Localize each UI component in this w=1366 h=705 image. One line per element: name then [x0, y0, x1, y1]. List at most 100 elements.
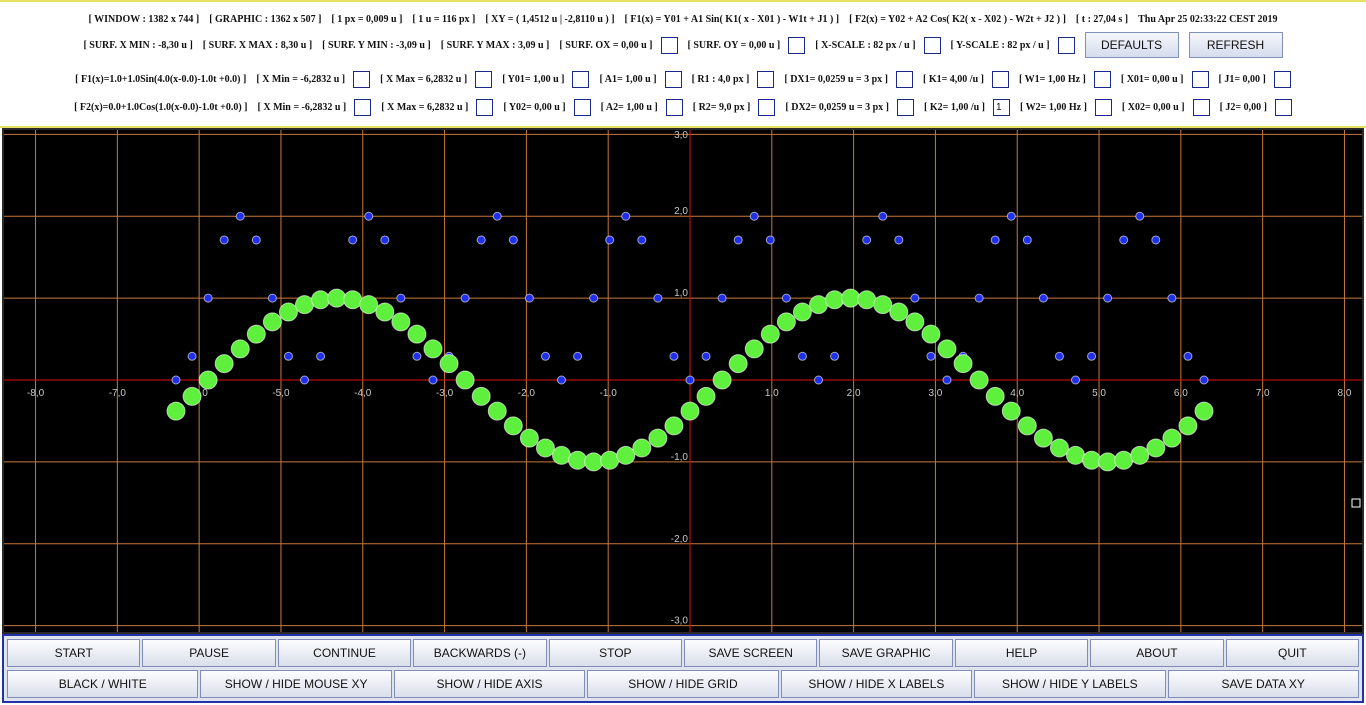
text-input[interactable] — [572, 70, 590, 88]
field-label: [ X-SCALE : 82 px / u ] — [815, 39, 916, 51]
text-input[interactable] — [665, 98, 683, 116]
field: [ GRAPHIC : 1362 x 507 ] — [209, 14, 321, 25]
header-row: [ SURF. X MIN : -8,30 u ] [ SURF. X MAX :… — [0, 32, 1366, 58]
text-input[interactable] — [757, 70, 775, 88]
field: [ WINDOW : 1382 x 744 ] — [88, 14, 199, 25]
field-label: [ K1= 4,00 /u ] — [922, 73, 984, 85]
button[interactable]: SAVE DATA XY — [1167, 670, 1359, 698]
text-input[interactable] — [664, 70, 682, 88]
button[interactable]: SHOW / HIDE MOUSE XY — [200, 670, 392, 698]
text-input[interactable] — [476, 98, 494, 116]
data-point — [214, 354, 234, 374]
button[interactable]: SHOW / HIDE X LABELS — [780, 670, 973, 698]
button[interactable]: ABOUT — [1090, 639, 1224, 667]
data-point — [460, 293, 470, 303]
button[interactable]: BACKWARDS (-) — [413, 639, 547, 667]
text-input[interactable] — [897, 98, 915, 116]
field: [ R1 : 4,0 px ] — [692, 70, 775, 88]
data-point — [680, 401, 700, 421]
data-point — [219, 235, 229, 245]
data-point — [584, 452, 604, 472]
data-point — [1114, 450, 1134, 470]
button[interactable]: BLACK / WHITE — [7, 670, 199, 698]
data-point — [910, 293, 920, 303]
text-input[interactable] — [354, 98, 372, 116]
button[interactable]: QUIT — [1225, 639, 1360, 667]
data-point — [760, 324, 780, 344]
data-point — [600, 450, 620, 470]
field: [ DX1= 0,0259 u = 3 px ] — [784, 70, 913, 88]
field: [ X02= 0,00 u ] — [1122, 98, 1210, 116]
data-point — [519, 428, 539, 448]
data-point — [937, 339, 957, 359]
data-point — [733, 235, 743, 245]
field: [ SURF. OX = 0,00 u ] — [559, 36, 678, 54]
x-tick-label: -7,0 — [109, 388, 127, 399]
field: [ X Max = 6,2832 u ] — [380, 70, 493, 88]
button[interactable]: PAUSE — [142, 639, 276, 667]
field: [ XY = ( 1,4512 u | -2,8110 u ) ] — [485, 14, 614, 25]
data-point — [717, 293, 727, 303]
text-input[interactable] — [991, 70, 1009, 88]
data-point — [637, 235, 647, 245]
data-point — [396, 293, 406, 303]
button[interactable]: SHOW / HIDE AXIS — [393, 670, 586, 698]
field-label: [ SURF. OX = 0,00 u ] — [559, 39, 653, 51]
text-input[interactable] — [1192, 98, 1210, 116]
data-point — [616, 445, 636, 465]
text-input[interactable] — [923, 36, 941, 54]
button[interactable]: SAVE GRAPHIC — [819, 639, 953, 667]
resize-handle[interactable] — [1351, 498, 1361, 508]
field: [ X Min = -6,2832 u ] — [256, 70, 371, 88]
text-input[interactable] — [1273, 70, 1291, 88]
text-input[interactable] — [1094, 98, 1112, 116]
data-point — [391, 312, 411, 332]
text-input[interactable] — [660, 36, 678, 54]
field: [ R2= 9,0 px ] — [693, 98, 776, 116]
x-tick-label: 2,0 — [847, 388, 861, 399]
y-tick-label: -1,0 — [671, 452, 689, 463]
data-point — [1049, 438, 1069, 458]
field-label: [ XY = ( 1,4512 u | -2,8110 u ) ] — [485, 13, 615, 25]
data-point — [278, 302, 298, 322]
toolbar-button[interactable]: REFRESH — [1188, 32, 1283, 58]
data-point — [1087, 351, 1097, 361]
data-point — [1022, 235, 1032, 245]
data-point — [830, 351, 840, 361]
data-point — [942, 375, 952, 385]
text-input[interactable] — [758, 98, 776, 116]
toolbar-button[interactable]: DEFAULTS — [1084, 32, 1179, 58]
data-point — [894, 235, 904, 245]
button[interactable]: START — [7, 639, 141, 667]
x-tick-label: 3,0 — [928, 388, 942, 399]
data-point — [974, 293, 984, 303]
x-tick-label: -5,0 — [272, 388, 290, 399]
text-input[interactable] — [573, 98, 591, 116]
x-tick-label: -8,0 — [27, 388, 45, 399]
header-row: [ F2(x)=0.0+1.0Cos(1.0(x-0.0)-1.0t +0.0)… — [0, 94, 1366, 120]
text-input[interactable] — [788, 36, 806, 54]
data-point — [825, 290, 845, 310]
button[interactable]: SHOW / HIDE Y LABELS — [974, 670, 1166, 698]
button[interactable]: SHOW / HIDE GRID — [587, 670, 779, 698]
text-input[interactable]: 1 — [993, 98, 1010, 116]
button[interactable]: SAVE SCREEN — [684, 639, 818, 667]
text-input[interactable] — [475, 70, 493, 88]
button[interactable]: CONTINUE — [277, 639, 412, 667]
text-input[interactable] — [1093, 70, 1111, 88]
data-point — [728, 354, 748, 374]
data-point — [1178, 416, 1198, 436]
data-point — [1103, 293, 1113, 303]
button[interactable]: HELP — [954, 639, 1089, 667]
button[interactable]: STOP — [548, 639, 683, 667]
field: Thu Apr 25 02:33:22 CEST 2019 — [1138, 14, 1277, 25]
text-input[interactable] — [1191, 70, 1209, 88]
data-point — [862, 235, 872, 245]
text-input[interactable] — [895, 70, 913, 88]
text-input[interactable] — [1274, 98, 1292, 116]
data-point — [1066, 445, 1086, 465]
data-point — [1146, 438, 1166, 458]
text-input[interactable] — [1057, 36, 1075, 54]
text-input[interactable] — [353, 70, 371, 88]
data-point — [765, 235, 775, 245]
